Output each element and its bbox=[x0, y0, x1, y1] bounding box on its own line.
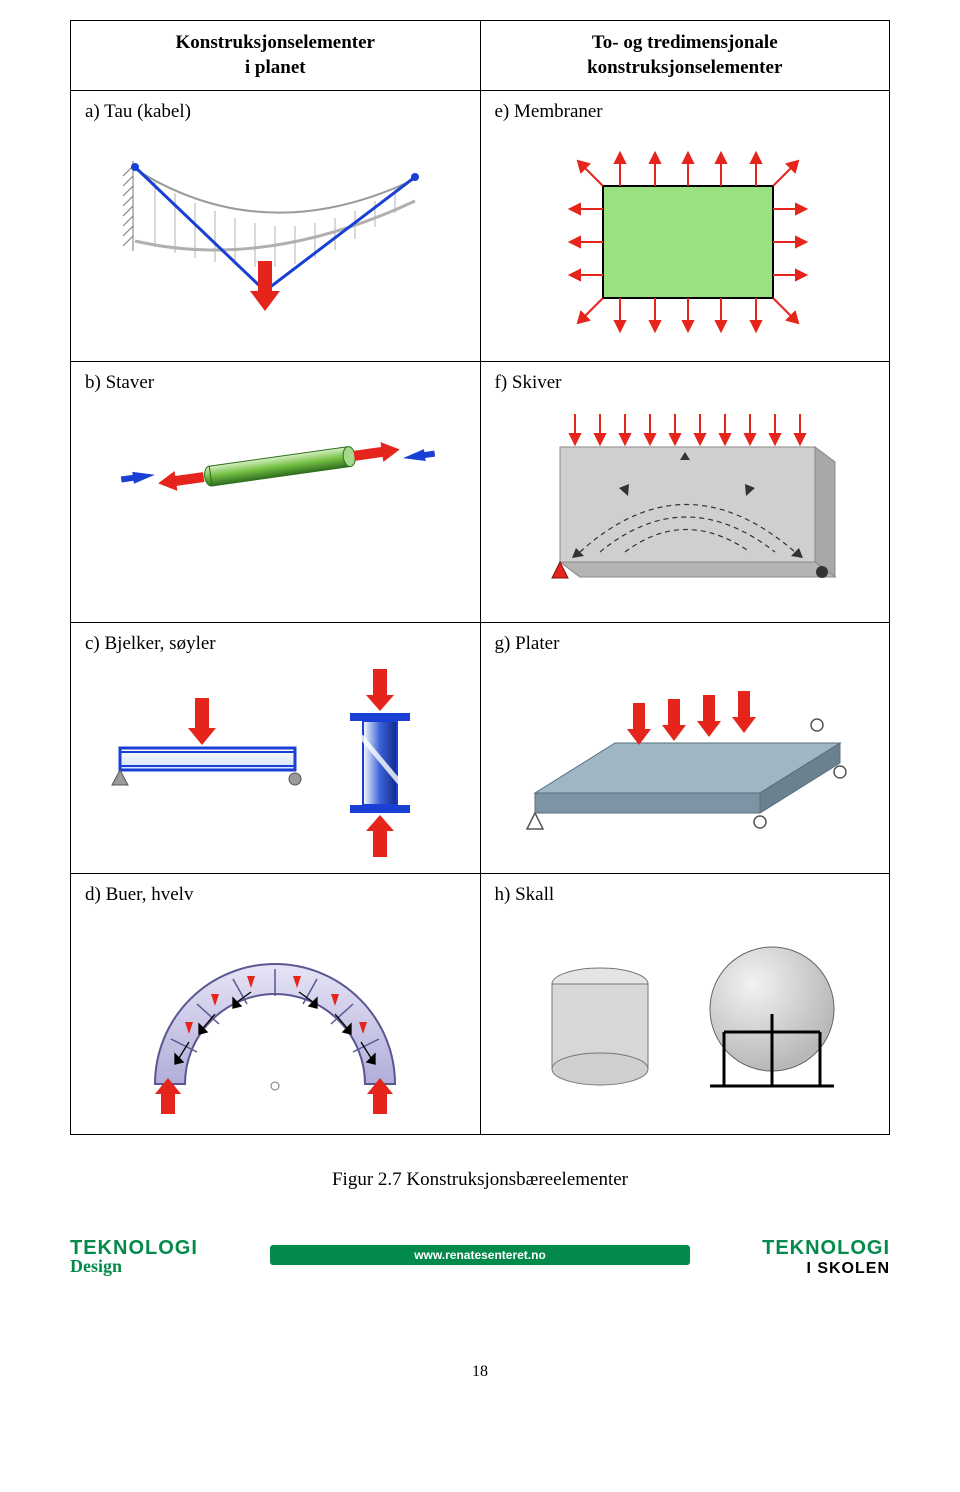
elements-table: Konstruksjonselementer i planet To- og t… bbox=[70, 20, 890, 1135]
diagram-h-shells bbox=[495, 914, 876, 1114]
diagram-a-cable bbox=[85, 131, 466, 321]
logo-left: TEKNOLOGI Design bbox=[70, 1237, 198, 1277]
header-right-l1: To- og tredimensjonale bbox=[592, 32, 778, 53]
figure-caption: Figur 2.7 Konstruksjonsbæreelementer bbox=[70, 1169, 890, 1191]
cell-a: a) Tau (kabel) bbox=[71, 91, 481, 362]
label-d: d) Buer, hvelv bbox=[85, 884, 466, 906]
label-f: f) Skiver bbox=[495, 372, 876, 394]
cell-e: e) Membraner bbox=[480, 91, 890, 362]
footer-url: www.renatesenteret.no bbox=[270, 1245, 690, 1265]
cell-c: c) Bjelker, søyler bbox=[71, 623, 481, 874]
label-g: g) Plater bbox=[495, 633, 876, 655]
label-c: c) Bjelker, søyler bbox=[85, 633, 466, 655]
cell-f: f) Skiver bbox=[480, 362, 890, 623]
cell-h: h) Skall bbox=[480, 874, 890, 1135]
header-left-l1: Konstruksjonselementer bbox=[176, 32, 375, 53]
page-number: 18 bbox=[70, 1363, 890, 1381]
label-a: a) Tau (kabel) bbox=[85, 101, 466, 123]
diagram-e-membrane bbox=[495, 131, 876, 351]
cell-g: g) Plater bbox=[480, 623, 890, 874]
diagram-f-wall bbox=[495, 402, 876, 612]
logo-right-top: TEKNOLOGI bbox=[762, 1237, 890, 1260]
logo-right-sub: I SKOLEN bbox=[762, 1260, 890, 1278]
diagram-g-slab bbox=[495, 663, 876, 863]
header-right-l2: konstruksjonselementer bbox=[587, 57, 782, 78]
diagram-c-beams bbox=[85, 663, 466, 863]
header-left-l2: i planet bbox=[245, 57, 306, 78]
diagram-d-arch bbox=[85, 914, 466, 1124]
header-left: Konstruksjonselementer i planet bbox=[71, 21, 481, 91]
diagram-b-rod bbox=[85, 402, 466, 532]
label-e: e) Membraner bbox=[495, 101, 876, 123]
label-b: b) Staver bbox=[85, 372, 466, 394]
page-footer: TEKNOLOGI Design www.renatesenteret.no T… bbox=[70, 1237, 890, 1317]
cell-d: d) Buer, hvelv bbox=[71, 874, 481, 1135]
label-h: h) Skall bbox=[495, 884, 876, 906]
header-right: To- og tredimensjonale konstruksjonselem… bbox=[480, 21, 890, 91]
logo-right: TEKNOLOGI I SKOLEN bbox=[762, 1237, 890, 1278]
cell-b: b) Staver bbox=[71, 362, 481, 623]
